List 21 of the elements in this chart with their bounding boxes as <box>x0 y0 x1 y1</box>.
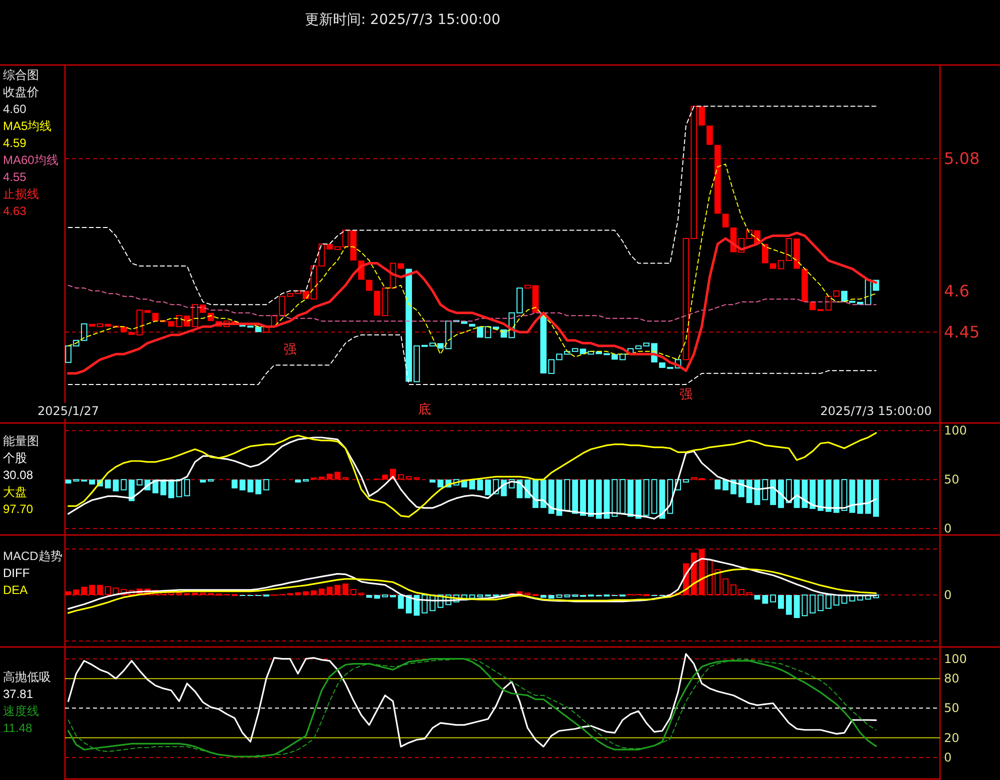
annotation: 底 <box>418 402 432 418</box>
legend: 能量图 个股 30.08 大盘 97.70 <box>3 434 39 516</box>
y-tick-label: 4.6 <box>944 281 970 300</box>
legend: 综合图 收盘价 4.60 MA5均线 4.59 MA60均线 4.55 止损线 4.63 <box>3 68 58 218</box>
y-tick-label: 4.45 <box>944 322 980 342</box>
y-tick-label: 5.08 <box>944 149 980 168</box>
y-tick-label: 50 <box>944 472 960 487</box>
y-tick-label: 0 <box>944 522 952 536</box>
annotation: 强 <box>679 388 692 402</box>
legend: MACD趋势 DIFF DEA <box>3 549 62 597</box>
annotation: 强 <box>284 342 297 358</box>
y-tick-label: 80 <box>944 672 960 686</box>
y-tick-label: 50 <box>944 701 960 716</box>
x-tick-label: 2025/1/27 <box>38 404 100 418</box>
y-tick-label: 100 <box>944 652 967 666</box>
legend: 高抛低吸 37.81 速度线 11.48 <box>3 670 51 735</box>
y-tick-label: 0 <box>944 750 952 765</box>
y-tick-label: 100 <box>944 424 967 438</box>
x-tick-label: 2025/7/3 15:00:00 <box>820 404 932 418</box>
y-tick-label: 20 <box>944 730 960 745</box>
chart-subtitle: 更新时间: 2025/7/3 15:00:00 <box>305 12 500 28</box>
